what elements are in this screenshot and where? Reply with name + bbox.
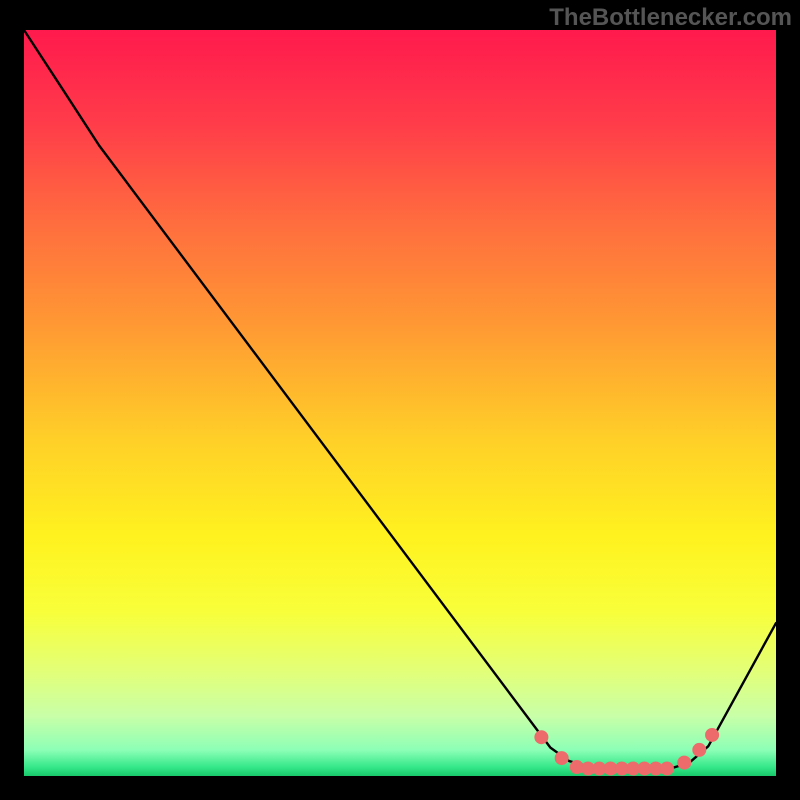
curve-marker (678, 756, 691, 769)
curve-marker (706, 728, 719, 741)
curve-marker (660, 762, 673, 775)
chart-svg (0, 0, 800, 800)
curve-marker (535, 731, 548, 744)
watermark-text: TheBottlenecker.com (549, 4, 792, 32)
curve-marker (693, 743, 706, 756)
chart-root: TheBottlenecker.com (0, 0, 800, 800)
plot-background (24, 30, 776, 776)
curve-marker (555, 752, 568, 765)
